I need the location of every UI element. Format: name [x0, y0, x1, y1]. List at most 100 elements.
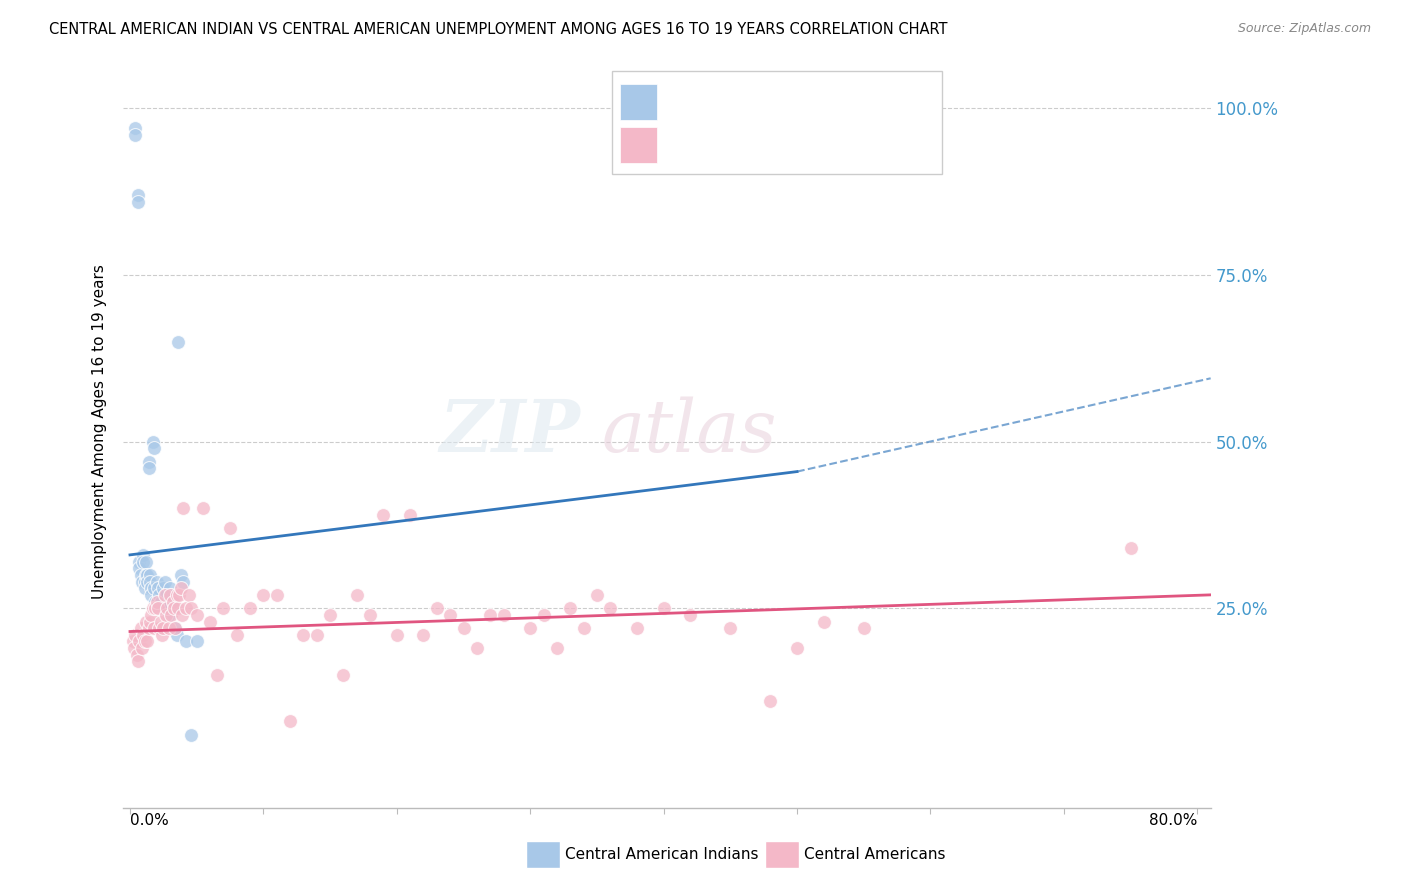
- Text: R =: R =: [665, 136, 702, 154]
- Point: [219, 521, 242, 535]
- Point: [167, 334, 190, 349]
- Point: [852, 621, 875, 635]
- Text: 0.108: 0.108: [700, 93, 752, 112]
- Point: [1119, 541, 1142, 556]
- Point: [163, 601, 186, 615]
- Point: [132, 555, 155, 569]
- Point: [143, 581, 166, 595]
- Point: [146, 581, 169, 595]
- Point: [439, 607, 461, 622]
- Point: [136, 634, 159, 648]
- Text: 48: 48: [797, 93, 820, 112]
- Point: [426, 601, 449, 615]
- Text: N =: N =: [763, 93, 800, 112]
- Point: [124, 121, 146, 136]
- Point: [172, 574, 194, 589]
- Point: [150, 628, 173, 642]
- Point: [159, 588, 181, 602]
- Point: [546, 641, 568, 656]
- Point: [359, 607, 381, 622]
- Point: [131, 574, 153, 589]
- Point: [292, 628, 315, 642]
- Point: [225, 628, 247, 642]
- Point: [572, 621, 595, 635]
- Point: [373, 508, 395, 522]
- Point: [135, 615, 157, 629]
- Point: [122, 641, 145, 656]
- Text: 0.166: 0.166: [700, 136, 752, 154]
- Point: [160, 588, 183, 602]
- Text: atlas: atlas: [602, 396, 778, 467]
- Point: [135, 567, 157, 582]
- Point: [150, 601, 173, 615]
- Point: [127, 188, 149, 202]
- Point: [786, 641, 808, 656]
- Point: [519, 621, 541, 635]
- Point: [346, 588, 368, 602]
- Point: [718, 621, 741, 635]
- Y-axis label: Unemployment Among Ages 16 to 19 years: Unemployment Among Ages 16 to 19 years: [93, 264, 107, 599]
- Point: [163, 601, 186, 615]
- Point: [599, 601, 621, 615]
- Point: [124, 128, 146, 142]
- Text: ZIP: ZIP: [439, 396, 581, 467]
- Point: [198, 615, 221, 629]
- Point: [170, 581, 193, 595]
- Point: [143, 601, 166, 615]
- Point: [813, 615, 835, 629]
- Point: [177, 588, 200, 602]
- Point: [252, 588, 274, 602]
- Point: [156, 601, 179, 615]
- Point: [152, 581, 174, 595]
- Point: [560, 601, 582, 615]
- Point: [149, 594, 172, 608]
- Point: [759, 694, 782, 708]
- Point: [166, 628, 188, 642]
- Point: [166, 588, 188, 602]
- Point: [160, 607, 183, 622]
- Point: [266, 588, 288, 602]
- Point: [157, 607, 180, 622]
- Point: [143, 621, 166, 635]
- Point: [319, 607, 342, 622]
- Point: [399, 508, 422, 522]
- Point: [169, 588, 191, 602]
- Point: [170, 607, 193, 622]
- Point: [148, 621, 170, 635]
- Point: [134, 634, 156, 648]
- Point: [128, 555, 150, 569]
- Point: [153, 588, 176, 602]
- Point: [139, 567, 162, 582]
- Point: [146, 601, 169, 615]
- Point: [129, 621, 152, 635]
- Point: [127, 655, 149, 669]
- Point: [180, 601, 202, 615]
- Text: Central Americans: Central Americans: [804, 847, 946, 862]
- Point: [139, 574, 162, 589]
- Point: [143, 442, 166, 456]
- Point: [121, 634, 143, 648]
- Point: [385, 628, 408, 642]
- Point: [134, 574, 156, 589]
- Point: [142, 601, 165, 615]
- Point: [626, 621, 648, 635]
- Point: [141, 607, 163, 622]
- Point: [412, 628, 434, 642]
- Point: [128, 561, 150, 575]
- Point: [138, 461, 160, 475]
- Point: [148, 588, 170, 602]
- Point: [533, 607, 555, 622]
- Point: [479, 607, 502, 622]
- Text: R =: R =: [665, 93, 702, 112]
- Point: [186, 607, 208, 622]
- Point: [132, 548, 155, 562]
- Point: [136, 574, 159, 589]
- Point: [141, 588, 163, 602]
- Point: [155, 588, 177, 602]
- Point: [145, 574, 167, 589]
- Point: [155, 607, 177, 622]
- Point: [125, 648, 148, 662]
- Point: [170, 567, 193, 582]
- Point: [193, 501, 215, 516]
- Point: [132, 628, 155, 642]
